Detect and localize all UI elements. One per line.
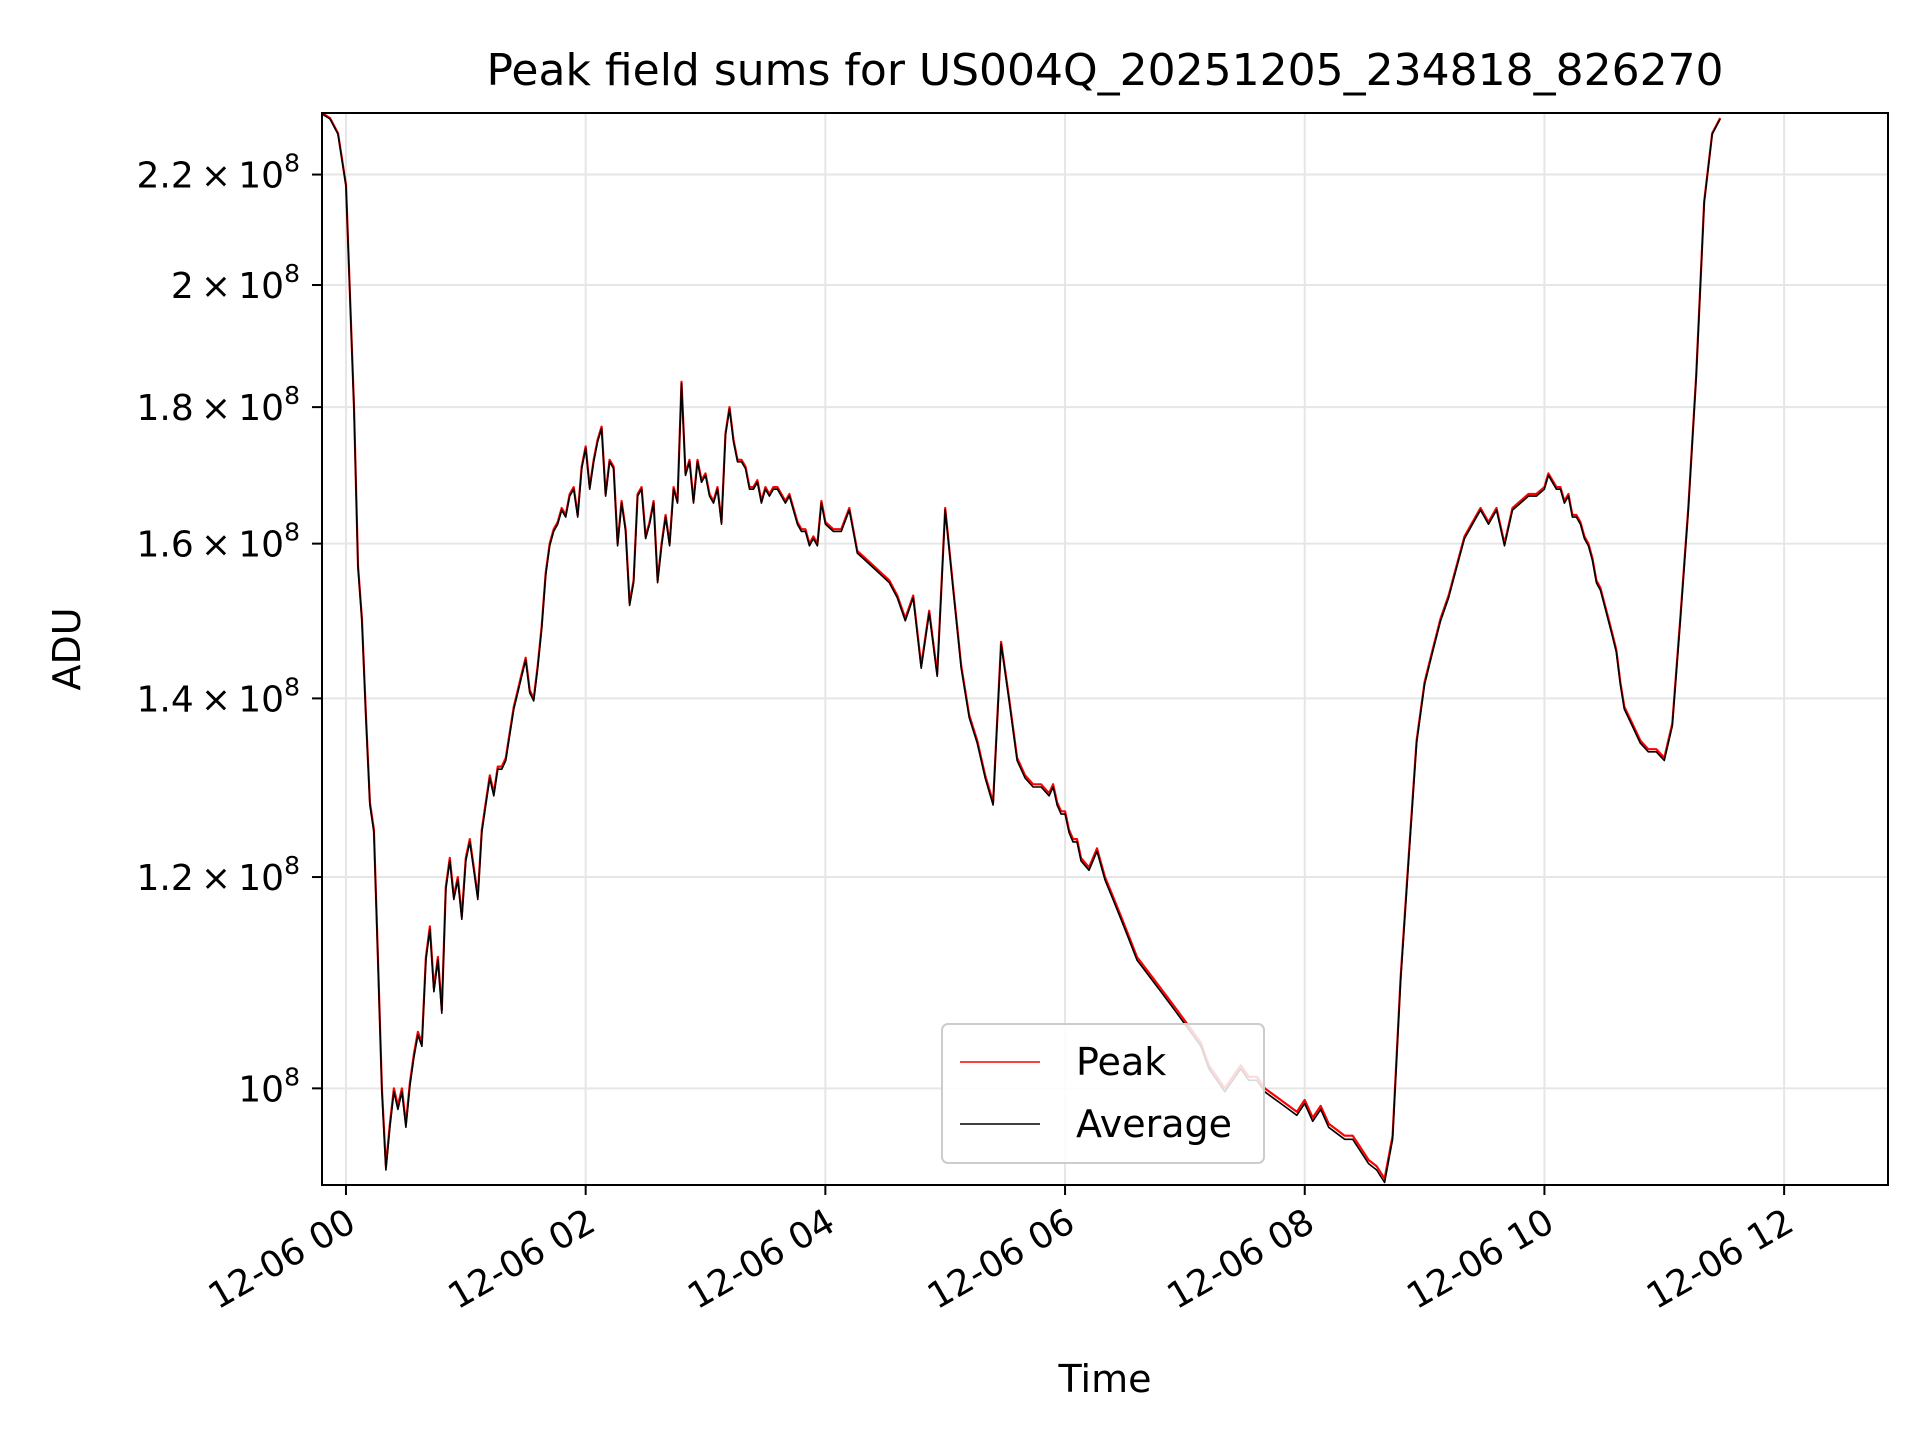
y-tick-label: 1.4 × 108 bbox=[136, 672, 300, 720]
y-tick-label: 1.6 × 108 bbox=[136, 518, 300, 566]
legend-label-average: Average bbox=[1076, 1102, 1232, 1146]
y-axis-label: ADU bbox=[45, 607, 89, 690]
legend: Peak Average bbox=[941, 1023, 1265, 1164]
legend-box bbox=[941, 1023, 1265, 1164]
y-tick-label: 1.8 × 108 bbox=[136, 381, 300, 429]
series-line-average bbox=[321, 113, 1721, 1184]
chart-title: Peak field sums for US004Q_20251205_2348… bbox=[486, 45, 1723, 96]
y-tick-label: 2.2 × 108 bbox=[136, 149, 300, 197]
series-layer bbox=[321, 112, 1722, 1184]
grid-lines bbox=[322, 113, 1888, 1185]
legend-label-peak: Peak bbox=[1076, 1040, 1166, 1084]
x-axis-label: Time bbox=[1058, 1357, 1152, 1401]
y-tick-label: 2 × 108 bbox=[171, 259, 300, 307]
plot-frame bbox=[321, 112, 1889, 1186]
y-tick-label: 1.2 × 108 bbox=[136, 851, 300, 899]
